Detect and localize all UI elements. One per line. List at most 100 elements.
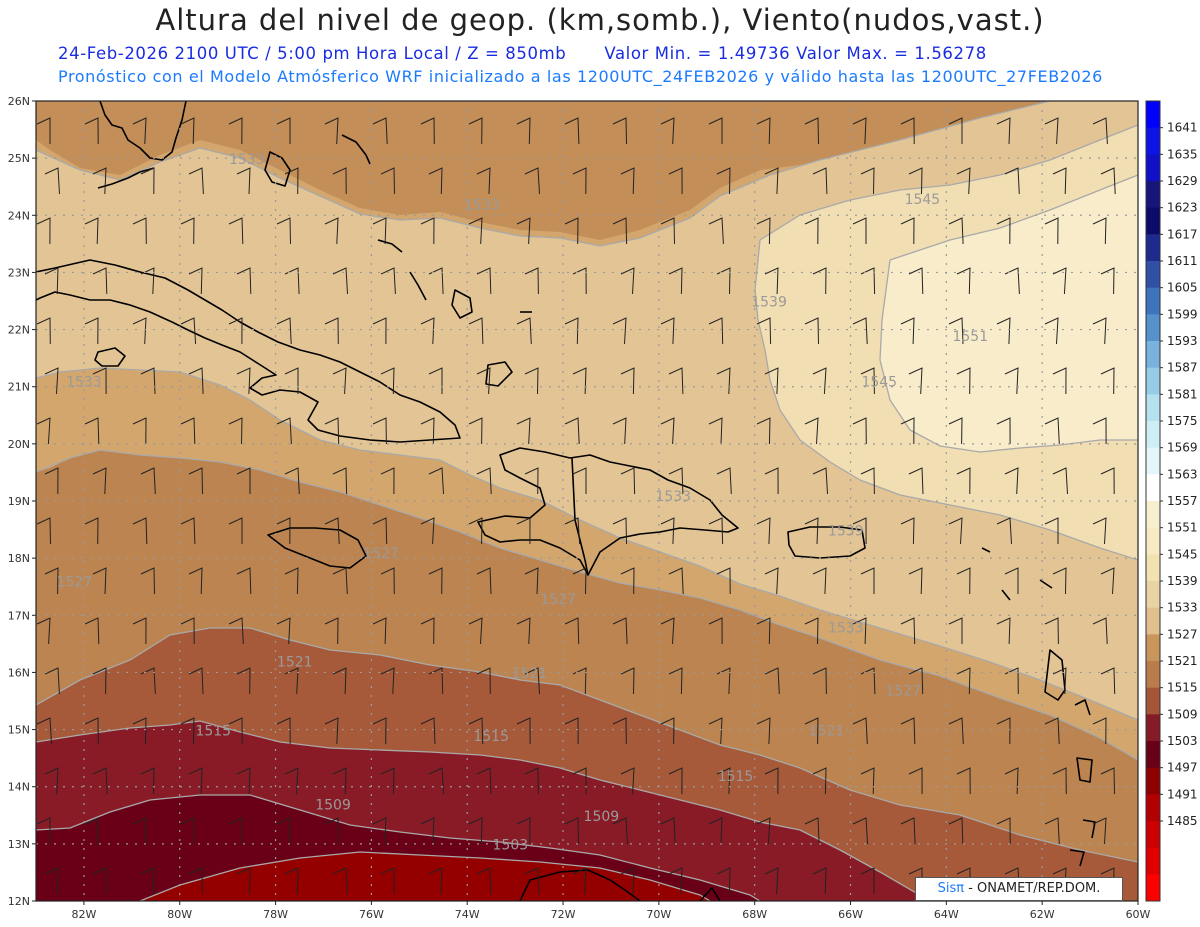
wind-barb [476, 667, 491, 695]
wind-barb [332, 667, 347, 695]
colorbar-label: 1599 [1167, 307, 1198, 321]
wind-barb [188, 767, 203, 795]
lon-tick-label: 82W [71, 908, 96, 921]
colorbar-swatch [1146, 474, 1160, 502]
colorbar-swatch [1146, 234, 1160, 262]
credit-box: Sisπ - ONAMET/REP.DOM. [915, 877, 1123, 901]
colorbar-label: 1581 [1167, 387, 1198, 401]
wind-barb [620, 867, 635, 895]
map-title: Altura del nivel de geop. (km,somb.), Vi… [155, 3, 1045, 37]
wind-barb [332, 267, 348, 295]
wind-barb [44, 467, 59, 495]
colorbar-swatch [1146, 341, 1160, 369]
wind-barb [188, 567, 203, 595]
wind-barb [956, 567, 971, 595]
wind-barb [332, 467, 348, 495]
wind-barb [332, 867, 348, 895]
colorbar-swatch [1146, 527, 1160, 555]
wind-barb [132, 717, 147, 745]
wind-barb [996, 117, 1011, 145]
wind-barb [948, 417, 963, 445]
wind-barb [324, 217, 339, 245]
wind-barb [380, 367, 395, 395]
wind-barb [852, 317, 868, 345]
wind-barb [428, 367, 443, 394]
wind-barb [36, 317, 51, 345]
colorbar-label: 1587 [1167, 361, 1198, 375]
wind-barb [716, 367, 731, 395]
wind-barb [44, 567, 59, 595]
wind-barb [956, 667, 971, 695]
wind-barb [92, 567, 107, 595]
wind-barb [1092, 117, 1108, 145]
wind-barb [948, 717, 964, 745]
wind-barb [812, 167, 828, 195]
wind-barb [380, 167, 395, 195]
wind-barb [900, 717, 916, 745]
wind-barb [36, 717, 52, 745]
colorbar-swatch [1146, 421, 1160, 449]
wind-barb [764, 667, 780, 695]
wind-barb [1004, 467, 1019, 495]
wind-barb [380, 867, 395, 895]
wind-barb [860, 867, 875, 894]
wind-barb [860, 767, 875, 795]
wind-barb [756, 317, 772, 345]
map-subtitle-model: Pronóstico con el Modelo Atmósferico WRF… [58, 67, 1103, 86]
wind-barb [516, 217, 531, 245]
contour-label: 1521 [512, 666, 548, 682]
wind-barb [468, 117, 483, 145]
wind-barb [812, 467, 828, 495]
wind-barb [84, 417, 100, 445]
colorbar-swatch [1146, 687, 1160, 715]
wind-barb [180, 217, 195, 245]
wind-barb [468, 217, 483, 245]
lat-tick-label: 22N [8, 324, 30, 337]
colorbar-swatch [1146, 207, 1160, 235]
wind-barb [228, 517, 243, 544]
wind-barb [516, 817, 531, 845]
wind-barb [908, 667, 924, 695]
wind-barb [380, 467, 395, 495]
colorbar-swatch [1146, 661, 1160, 689]
wind-barb [420, 417, 435, 445]
lat-tick-label: 13N [8, 838, 30, 851]
geopotential-shading: 1551 1545 1545 1539 1539 1533 1533 1533 1533 1533… [36, 101, 1138, 901]
wind-barb [324, 417, 340, 445]
wind-barb [996, 617, 1011, 645]
wind-barb [1092, 617, 1108, 645]
wind-barb [132, 817, 147, 845]
lon-tick-label: 72W [551, 908, 576, 921]
contour-label: 1515 [718, 769, 754, 785]
wind-barb [140, 767, 155, 795]
wind-barb [524, 867, 540, 895]
wind-barb [572, 467, 587, 494]
wind-barb [84, 117, 99, 145]
wind-barb [180, 317, 197, 345]
colorbar-swatch [1146, 394, 1160, 422]
wind-barb [1044, 117, 1059, 145]
wind-barb [620, 467, 636, 495]
wind-barb [612, 417, 627, 445]
graticule [36, 101, 1138, 901]
wind-barb [1044, 417, 1060, 445]
wind-barb [956, 767, 971, 795]
wind-barb [188, 467, 203, 495]
wind-barb [812, 767, 827, 795]
wind-barb [572, 167, 587, 195]
wind-barb [1052, 467, 1068, 495]
colorbar-label: 1611 [1167, 254, 1198, 268]
wind-barbs [36, 117, 1116, 895]
wind-barb [1044, 717, 1060, 745]
wind-barb [1100, 767, 1115, 795]
wind-barb [476, 467, 492, 495]
wind-barb [140, 567, 155, 595]
wind-barb [660, 517, 675, 545]
wind-barb [420, 517, 435, 545]
wind-barb [180, 117, 195, 145]
lon-tick-label: 70W [646, 908, 671, 921]
wind-barb [620, 367, 635, 395]
wind-barb [620, 667, 635, 695]
lat-tick-label: 18N [8, 552, 30, 565]
wind-barb [476, 767, 492, 795]
